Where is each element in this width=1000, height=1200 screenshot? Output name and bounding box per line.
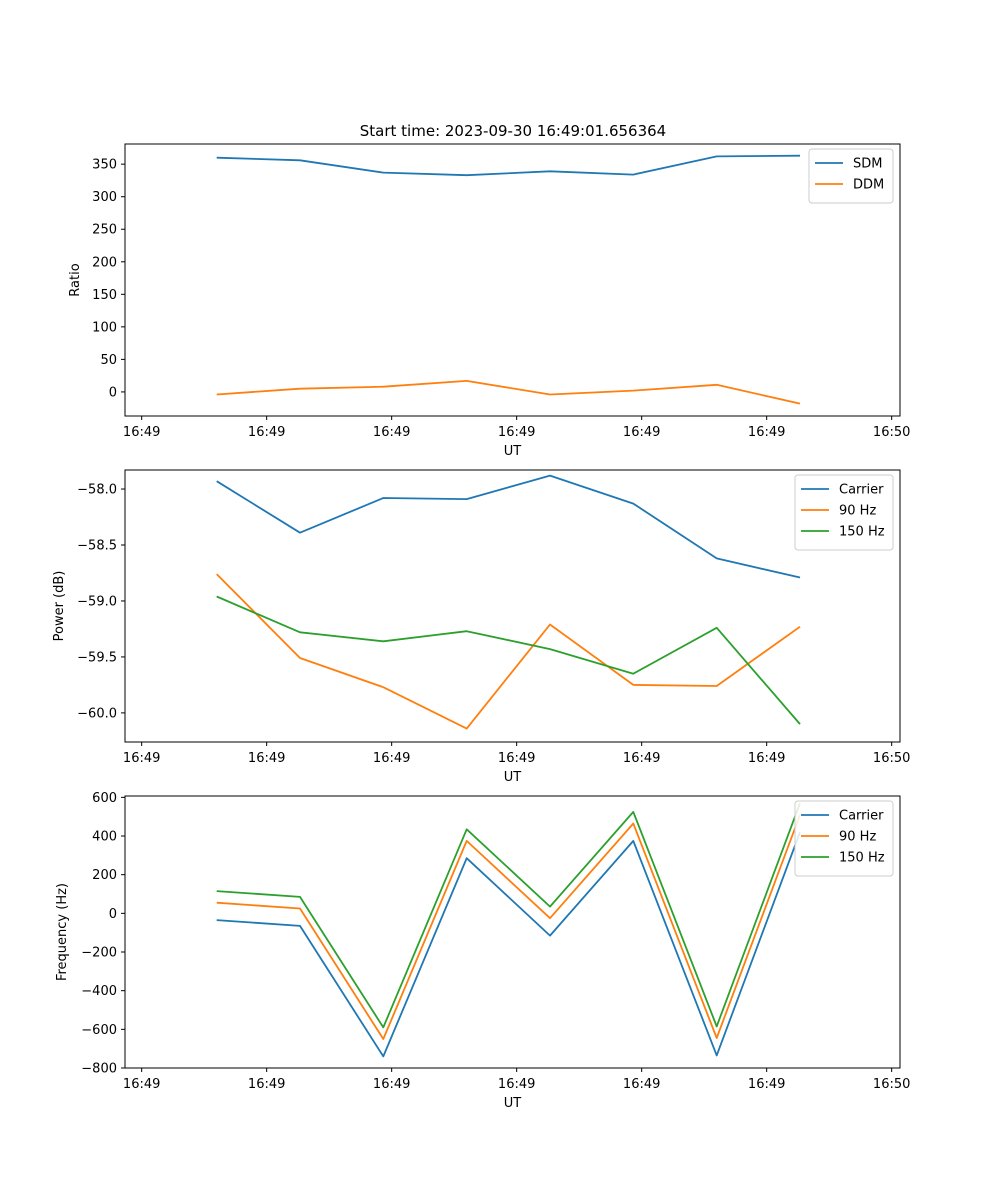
y-tick-label: 400: [92, 830, 117, 845]
x-tick-label: 16:49: [748, 425, 785, 440]
x-tick-label: 16:50: [873, 1077, 910, 1092]
x-tick-label: 16:49: [748, 751, 785, 766]
x-tick-label: 16:49: [373, 425, 410, 440]
x-tick-label: 16:49: [498, 751, 535, 766]
x-axis-label: UT: [504, 1096, 522, 1111]
x-tick-label: 16:49: [623, 425, 660, 440]
legend: Carrier 90 Hz 150 Hz: [794, 800, 894, 877]
x-tick-label: 16:49: [498, 1077, 535, 1092]
x-tick-label: 16:49: [123, 425, 160, 440]
x-tick-label: 16:50: [873, 751, 910, 766]
x-tick-label: 16:49: [248, 425, 285, 440]
x-tick-label: 16:50: [873, 425, 910, 440]
series-line-90-hz: [216, 814, 801, 1040]
chart-panel-1: 16:49 16:49 16:49 16:49 16:49 16:49 16:50 0 50 10…: [68, 143, 910, 459]
y-tick-label: 0: [109, 907, 117, 922]
x-tick-label: 16:49: [498, 425, 535, 440]
y-tick-label: 200: [92, 868, 117, 883]
y-tick-label: −60.0: [77, 706, 117, 721]
y-tick-label: −59.0: [77, 594, 117, 609]
y-tick-label: 600: [92, 791, 117, 806]
y-tick-label: −58.5: [77, 538, 117, 553]
chart-panel-2: 16:49 16:49 16:49 16:49 16:49 16:49 16:50 −60.0…: [52, 469, 910, 785]
series-line-sdm: [216, 154, 801, 177]
y-tick-label: −600: [81, 1023, 117, 1038]
legend-label: 90 Hz: [839, 830, 876, 845]
series-line-carrier: [216, 831, 801, 1058]
x-tick-label: 16:49: [373, 1077, 410, 1092]
y-tick-label: −59.5: [77, 650, 117, 665]
y-tick-label: −200: [81, 946, 117, 961]
x-tick-label: 16:49: [373, 751, 410, 766]
x-tick-label: 16:49: [748, 1077, 785, 1092]
legend: SDM DDM: [808, 148, 894, 204]
y-tick-label: 200: [92, 255, 117, 270]
series-line-150-hz: [216, 802, 801, 1029]
y-tick-label: −800: [81, 1062, 117, 1077]
series-line-ddm: [216, 379, 801, 405]
x-tick-label: 16:49: [623, 1077, 660, 1092]
y-axis-label: Power (dB): [52, 571, 67, 642]
x-tick-label: 16:49: [123, 751, 160, 766]
chart-panel-3: 16:49 16:49 16:49 16:49 16:49 16:49 16:50 −800 −…: [55, 791, 910, 1111]
series-line-150-hz: [216, 595, 801, 725]
y-tick-label: 100: [92, 320, 117, 335]
x-tick-label: 16:49: [623, 751, 660, 766]
legend-label: 150 Hz: [839, 851, 885, 866]
y-axis-label: Frequency (Hz): [55, 883, 70, 981]
y-tick-label: 250: [92, 223, 117, 238]
legend-label: Carrier: [839, 483, 884, 498]
y-tick-label: 350: [92, 158, 117, 173]
figure-title: Start time: 2023-09-30 16:49:01.656364: [360, 122, 666, 140]
y-tick-label: −58.0: [77, 483, 117, 498]
legend-label: 90 Hz: [839, 504, 876, 519]
y-axis-label: Ratio: [68, 263, 83, 296]
y-tick-label: −400: [81, 984, 117, 999]
y-tick-label: 150: [92, 288, 117, 303]
legend-label: 150 Hz: [839, 525, 885, 540]
x-axis-label: UT: [504, 444, 522, 459]
legend-label: SDM: [853, 157, 882, 172]
legend-label: DDM: [853, 178, 884, 193]
plot-area: [124, 795, 901, 1069]
y-tick-label: 0: [109, 385, 117, 400]
panels: 16:49 16:49 16:49 16:49 16:49 16:49 16:50 0 50 10…: [52, 143, 910, 1111]
x-tick-label: 16:49: [248, 1077, 285, 1092]
y-tick-label: 50: [100, 353, 117, 368]
legend: Carrier 90 Hz 150 Hz: [794, 474, 894, 551]
plot-area: [124, 143, 901, 417]
plot-area: [124, 469, 901, 743]
legend-label: Carrier: [839, 809, 884, 824]
x-axis-label: UT: [504, 770, 522, 785]
x-tick-label: 16:49: [123, 1077, 160, 1092]
series-line-90-hz: [216, 573, 801, 730]
y-tick-label: 300: [92, 190, 117, 205]
x-tick-label: 16:49: [248, 751, 285, 766]
series-line-carrier: [216, 474, 801, 579]
